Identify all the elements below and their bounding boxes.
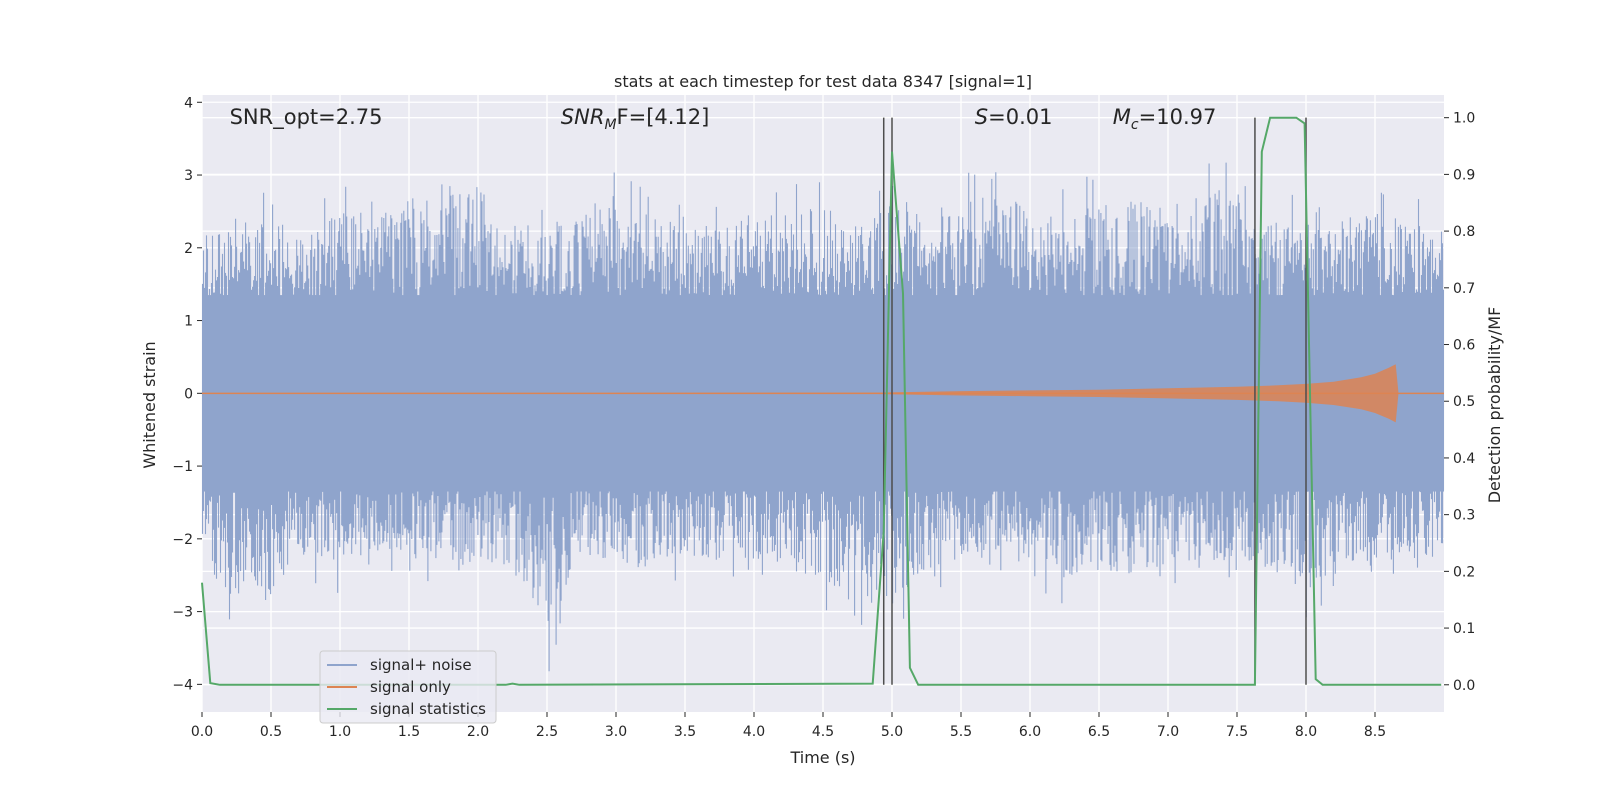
x-tick-label: 3.5: [674, 724, 696, 740]
y-left-tick-label: 1: [184, 314, 193, 330]
legend-label: signal statistics: [370, 700, 486, 718]
x-tick-label: 1.5: [398, 724, 420, 740]
annotation-text: SNR_opt=2.75: [230, 105, 383, 130]
legend-label: signal+ noise: [370, 656, 472, 674]
y-right-tick-label: 0.5: [1453, 394, 1475, 410]
signal-statistics-line: [201, 116, 1442, 686]
y-left-tick-label: −2: [172, 532, 193, 548]
signal-only-series: [202, 364, 1444, 423]
y-right-tick-label: 0.7: [1453, 281, 1475, 297]
y-axis-right: 1.0 0.9 0.8 0.7 0.6 0.5 0.4 0.3 0.2 0.1 0.0: [1444, 111, 1475, 694]
y-left-tick-label: 3: [184, 168, 193, 184]
x-tick-label: 7.5: [1226, 724, 1248, 740]
y-right-tick-label: 0.2: [1453, 564, 1475, 580]
annotation-text: SNRMF=[4.12]: [561, 105, 710, 133]
x-tick-label: 1.0: [329, 724, 351, 740]
x-tick-label: 4.5: [812, 724, 834, 740]
legend-box: [319, 650, 497, 724]
x-tick-label: 4.0: [743, 724, 765, 740]
y-left-tick-label: 4: [184, 95, 193, 111]
y-right-tick-label: 0.1: [1453, 621, 1475, 637]
x-tick-label: 5.5: [950, 724, 972, 740]
y-right-tick-label: 0.4: [1453, 451, 1475, 467]
y-right-tick-label: 0.9: [1453, 167, 1475, 183]
y-right-tick-label: 0.6: [1453, 338, 1475, 354]
x-tick-label: 0.0: [191, 724, 213, 740]
y-left-tick-label: 0: [184, 386, 193, 402]
x-tick-label: 2.5: [536, 724, 558, 740]
y-right-tick-label: 0.8: [1453, 224, 1475, 240]
signal-statistics-series: [201, 116, 1442, 686]
legend: signal+ noise signal only signal statistic…: [319, 650, 497, 724]
annotations: SNR_opt=2.75 SNRMF=[4.12] S=0.01 Mc=10.97: [230, 105, 1217, 133]
x-tick-label: 8.5: [1364, 724, 1386, 740]
y-right-tick-label: 0.0: [1453, 678, 1475, 694]
x-tick-label: 8.0: [1295, 724, 1317, 740]
y-axis-right-label: Detection probability/MF: [1485, 307, 1504, 504]
y-right-tick-label: 1.0: [1453, 111, 1475, 127]
chart-title: stats at each timestep for test data 834…: [614, 72, 1032, 91]
x-axis-label: Time (s): [789, 748, 855, 767]
y-left-tick-label: −1: [172, 459, 193, 475]
x-tick-label: 5.0: [881, 724, 903, 740]
annotation-text: S=0.01: [975, 105, 1053, 129]
y-right-tick-label: 0.3: [1453, 508, 1475, 524]
x-axis: 0.0 0.5 1.0 1.5 2.0 2.5 3.0 3.5 4.0 4.5 5.0 5.5 6.0 6…: [191, 712, 1386, 740]
y-left-tick-label: −4: [172, 677, 193, 693]
x-tick-label: 3.0: [605, 724, 627, 740]
x-tick-label: 6.0: [1019, 724, 1041, 740]
annotation-text: Mc=10.97: [1113, 105, 1217, 133]
y-left-tick-label: 2: [184, 241, 193, 257]
y-left-tick-label: −3: [172, 605, 193, 621]
legend-label: signal only: [370, 678, 451, 696]
x-tick-label: 6.5: [1088, 724, 1110, 740]
x-tick-label: 2.0: [467, 724, 489, 740]
y-axis-left: 4 3 2 1 0 −1 −2 −3 −4: [172, 95, 202, 693]
x-tick-label: 7.0: [1157, 724, 1179, 740]
x-tick-label: 0.5: [260, 724, 282, 740]
y-axis-left-label: Whitened strain: [140, 341, 159, 468]
